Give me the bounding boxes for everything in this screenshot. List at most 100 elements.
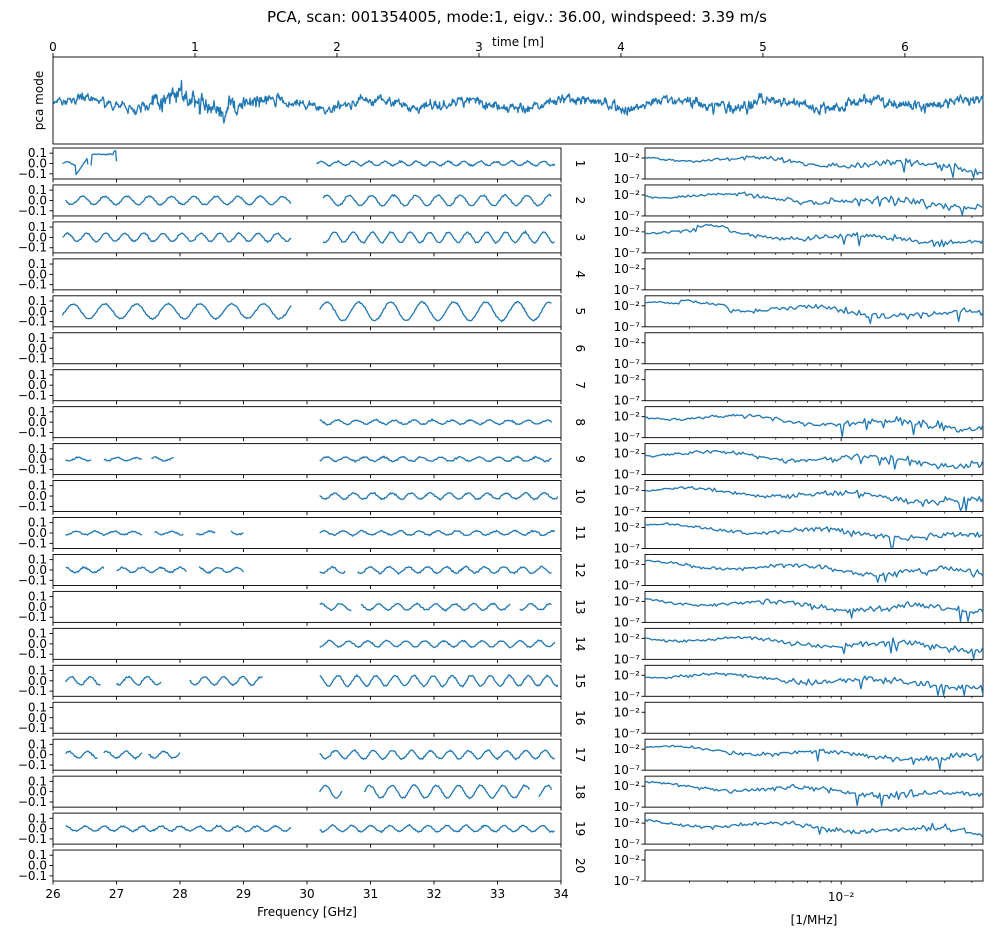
right-ytick-label: 10⁻² <box>614 742 641 756</box>
left-ytick-label: 0.1 <box>28 294 47 308</box>
left-ytick-label: −0.1 <box>18 462 47 476</box>
right-ytick-label: 10⁻² <box>614 373 641 387</box>
left-panel-frame <box>52 701 562 734</box>
right-ytick-label: 10⁻² <box>614 188 641 202</box>
right-panels: 10⁻² 10⁻⁷ 10⁻² 10⁻⁷ 10⁻² 10⁻⁷ 10⁻² 10⁻⁷ 10⁻² 10⁻⁷… <box>614 147 984 927</box>
right-ytick-label: 10⁻⁷ <box>614 172 641 186</box>
right-ytick-label: 10⁻⁷ <box>614 652 641 666</box>
top-xtick-label: 2 <box>333 40 341 54</box>
left-panel-frame <box>52 738 562 771</box>
row-label: 15 <box>573 673 587 688</box>
left-ytick-label: 0.1 <box>28 553 47 567</box>
left-ytick-label: −0.1 <box>18 204 47 218</box>
left-xlabel: Frequency [GHz] <box>257 905 357 919</box>
right-series-line <box>644 522 984 548</box>
left-ytick-label: 0.0 <box>28 785 47 799</box>
right-panel-frame <box>644 406 984 439</box>
left-series-line <box>65 529 143 537</box>
right-series-line <box>644 413 984 438</box>
row-label: 6 <box>573 344 587 352</box>
right-series-line <box>644 598 984 623</box>
left-series-line <box>90 150 118 166</box>
right-panel-frame <box>644 480 984 512</box>
right-ytick-label: 10⁻⁷ <box>614 726 641 740</box>
left-series-line <box>322 193 552 207</box>
right-panel-frame <box>644 849 984 882</box>
right-panel-frame <box>644 295 984 328</box>
right-ytick-label: 10⁻⁷ <box>614 689 641 703</box>
right-ytick-label: 10⁻⁷ <box>614 431 641 445</box>
left-ytick-label: −0.1 <box>18 315 47 329</box>
right-ytick-label: 10⁻² <box>614 853 641 867</box>
left-series-line <box>62 231 292 243</box>
left-series-line <box>322 230 555 244</box>
left-xtick-label: 28 <box>172 887 187 901</box>
top-xtick-label: 6 <box>901 40 909 54</box>
left-series-line <box>360 602 511 612</box>
left-ytick-label: 0.0 <box>28 822 47 836</box>
left-ytick-label: 0.1 <box>28 811 47 825</box>
row-label: 3 <box>573 234 587 242</box>
right-ytick-label: 10⁻⁷ <box>614 357 641 371</box>
left-ytick-label: 0.0 <box>28 304 47 318</box>
left-ytick-label: 0.1 <box>28 257 47 271</box>
left-ytick-label: −0.1 <box>18 499 47 513</box>
left-panel-frame <box>52 332 562 365</box>
left-ytick-label: 0.1 <box>28 183 47 197</box>
left-series-line <box>154 530 184 536</box>
row-label: 5 <box>573 307 587 315</box>
left-ytick-label: −0.1 <box>18 278 47 292</box>
left-xtick-label: 30 <box>299 887 314 901</box>
right-ytick-label: 10⁻⁷ <box>614 209 641 223</box>
right-panel-frame <box>644 369 984 402</box>
right-ytick-label: 10⁻² <box>614 262 641 276</box>
left-series-line <box>519 602 552 611</box>
left-ytick-label: 0.0 <box>28 489 47 503</box>
left-ytick-label: 0.1 <box>28 405 47 419</box>
left-ytick-label: 0.1 <box>28 442 47 456</box>
left-ytick-label: −0.1 <box>18 869 47 883</box>
right-series-line <box>644 780 984 807</box>
top-series-line <box>52 79 984 124</box>
left-ytick-label: −0.1 <box>18 573 47 587</box>
left-series-line <box>103 456 143 462</box>
right-panel-frame <box>644 664 984 697</box>
right-ytick-label: 10⁻⁷ <box>614 283 641 297</box>
left-ytick-label: 0.0 <box>28 415 47 429</box>
right-panel-frame <box>644 332 984 365</box>
left-ytick-label: 0.0 <box>28 674 47 688</box>
left-series-line <box>538 784 553 798</box>
right-panel-frame <box>644 147 984 180</box>
right-ytick-label: 10⁻⁷ <box>614 320 641 334</box>
right-ytick-label: 10⁻⁷ <box>614 763 641 777</box>
right-ytick-label: 10⁻² <box>614 594 641 608</box>
left-xtick-label: 34 <box>553 887 568 901</box>
left-ytick-label: −0.1 <box>18 241 47 255</box>
left-xtick-label: 26 <box>45 887 60 901</box>
row-label: 9 <box>573 455 587 463</box>
row-label: 13 <box>573 599 587 614</box>
left-ytick-label: 0.1 <box>28 220 47 234</box>
left-ytick-label: 0.0 <box>28 193 47 207</box>
left-ytick-label: 0.0 <box>28 859 47 873</box>
left-ytick-label: 0.1 <box>28 331 47 345</box>
right-ytick-label: 10⁻² <box>614 299 641 313</box>
right-ytick-label: 10⁻² <box>614 521 641 535</box>
left-series-line <box>230 530 244 536</box>
left-series-line <box>319 529 556 537</box>
left-series-line <box>319 455 552 463</box>
top-panel: time [m] pca mode 0 1 2 3 4 5 6 <box>32 35 984 145</box>
left-series-line <box>319 565 346 574</box>
right-panel-frame <box>644 221 984 254</box>
right-ytick-label: 10⁻² <box>614 779 641 793</box>
row-label: 2 <box>573 197 587 205</box>
left-ytick-label: −0.1 <box>18 684 47 698</box>
left-series-line <box>65 824 292 833</box>
right-panel-frame <box>644 775 984 808</box>
left-panels: 0.10.0−0.10.10.0−0.10.10.0−0.10.10.0−0.1… <box>18 146 569 919</box>
left-ytick-label: 0.0 <box>28 267 47 281</box>
left-ytick-label: −0.1 <box>18 758 47 772</box>
left-series-line <box>316 159 556 167</box>
left-ytick-label: −0.1 <box>18 832 47 846</box>
